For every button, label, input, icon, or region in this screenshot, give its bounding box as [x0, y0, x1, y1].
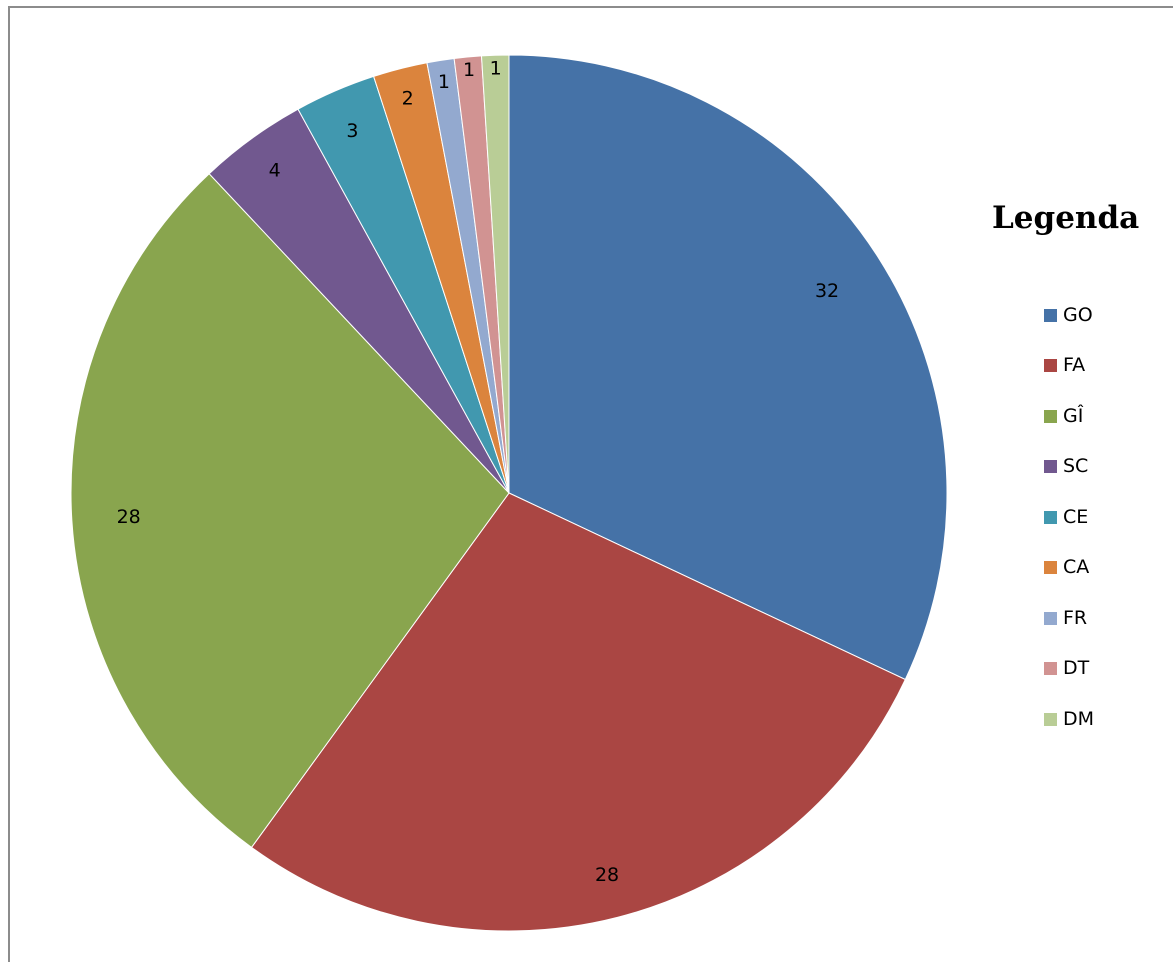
legend-item: CA [1044, 543, 1094, 594]
legend-swatch [1044, 409, 1057, 423]
legend-item: FR [1044, 593, 1094, 644]
data-label: 3 [346, 120, 358, 142]
legend-swatch [1044, 611, 1057, 625]
data-label: 28 [117, 506, 141, 528]
legend-label: FR [1063, 606, 1088, 629]
legend-label: DT [1063, 657, 1090, 680]
legend-label: CA [1063, 556, 1090, 579]
legend-item: GÎ [1044, 391, 1094, 442]
legend-swatch [1044, 561, 1057, 575]
legend-swatch [1044, 460, 1057, 474]
data-label: 2 [402, 87, 414, 109]
data-label: 1 [463, 59, 475, 81]
legend-swatch [1044, 308, 1057, 322]
legend-item: GO [1044, 290, 1094, 341]
legend-item: DM [1044, 694, 1094, 745]
pie-slice-fa [250, 492, 906, 932]
legend-item: DT [1044, 644, 1094, 695]
legend-label: SC [1063, 455, 1089, 478]
data-label: 1 [490, 57, 502, 79]
legend-label: CE [1063, 505, 1089, 528]
pie-slice-go [508, 54, 948, 681]
legend-swatch [1044, 359, 1057, 373]
legend-item: FA [1044, 341, 1094, 392]
legend-label: DM [1063, 707, 1095, 730]
legend-label: FA [1063, 354, 1086, 377]
legend-label: GÎ [1063, 404, 1084, 427]
pie-slice-dm [480, 54, 510, 494]
legend-title: Legenda [992, 200, 1140, 236]
legend: GO FA GÎ SC CE CA FR DT DM [1044, 290, 1094, 745]
data-label: 4 [269, 160, 281, 182]
data-label: 1 [438, 71, 450, 93]
pie-slices [70, 54, 948, 932]
legend-swatch [1044, 712, 1057, 726]
data-label: 28 [595, 864, 619, 886]
legend-item: CE [1044, 492, 1094, 543]
pie-slice-gi [70, 173, 510, 849]
legend-swatch [1044, 510, 1057, 524]
data-label: 32 [815, 280, 839, 302]
legend-item: SC [1044, 442, 1094, 493]
legend-label: GO [1063, 303, 1093, 326]
legend-swatch [1044, 662, 1057, 676]
